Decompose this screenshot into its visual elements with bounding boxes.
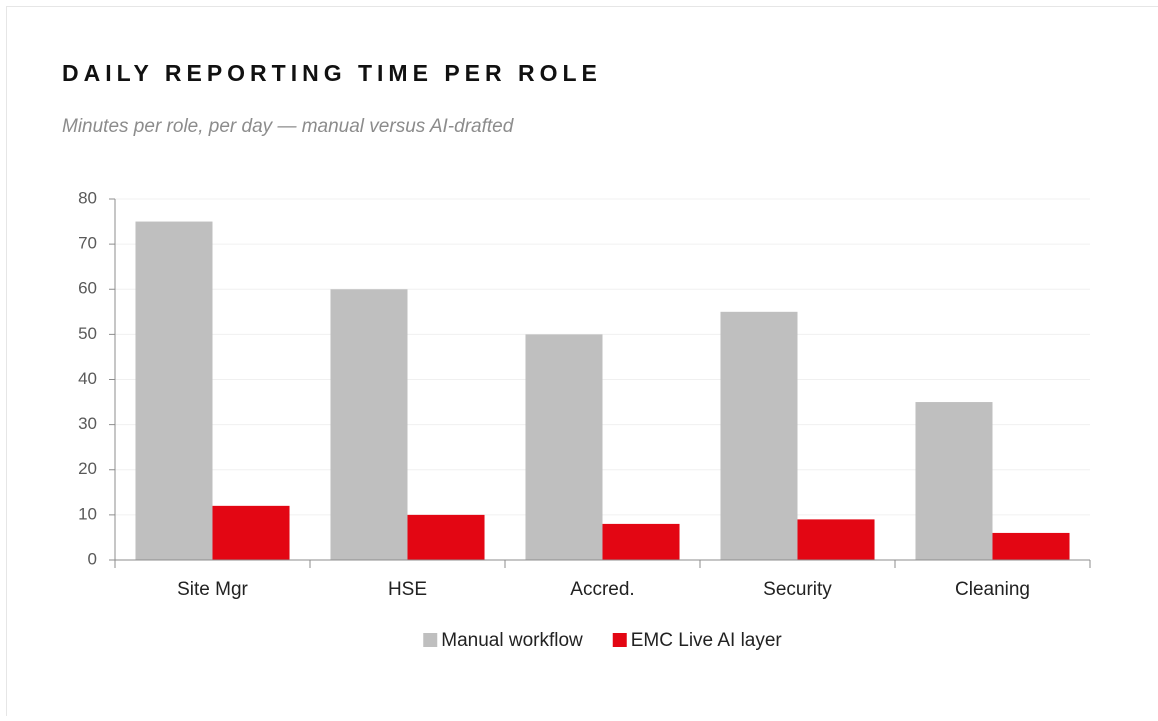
y-tick-label: 60 [78,279,97,298]
chart-subtitle: Minutes per role, per day — manual versu… [62,116,515,137]
x-tick-label: Security [763,579,832,600]
y-tick-label: 30 [78,414,97,433]
legend-label: EMC Live AI layer [631,630,783,651]
legend-swatch [613,633,627,647]
bar [408,515,485,560]
x-tick-label: Cleaning [955,579,1030,600]
bar [330,289,407,560]
bar [603,524,680,560]
bar [720,312,797,560]
bar [798,519,875,560]
bar [993,533,1070,560]
y-tick-label: 70 [78,234,97,253]
x-tick-label: Accred. [570,579,634,600]
y-tick-label: 50 [78,324,97,343]
legend-label: Manual workflow [441,630,583,651]
y-tick-label: 10 [78,504,97,523]
y-tick-label: 20 [78,459,97,478]
bar [135,222,212,560]
bar [213,506,290,560]
bar [525,334,602,560]
y-tick-label: 40 [78,369,97,388]
y-tick-label: 80 [78,188,97,207]
y-tick-label: 0 [88,549,97,568]
x-tick-label: Site Mgr [177,579,248,600]
chart-title: DAILY REPORTING TIME PER ROLE [62,60,602,86]
bar [915,402,992,560]
x-tick-label: HSE [388,579,427,600]
legend-swatch [423,633,437,647]
